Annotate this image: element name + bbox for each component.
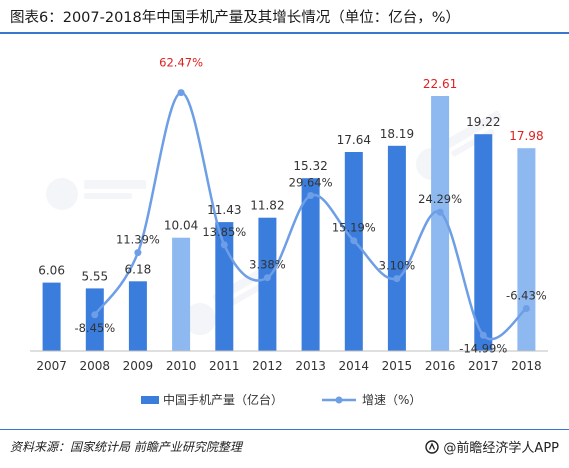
- growth-point-2014: [350, 237, 358, 245]
- legend-bar-swatch: [141, 396, 159, 404]
- bar-2018: [517, 148, 536, 351]
- bar-label-2008: 5.55: [81, 269, 108, 283]
- x-tick-2010: 2010: [166, 359, 197, 373]
- growth-label-2015: 3.10%: [379, 259, 416, 273]
- x-tick-2015: 2015: [382, 359, 413, 373]
- legend: 中国手机产量（亿台） 增速（%）: [141, 392, 421, 407]
- brand-label: @前瞻经济学人APP: [443, 441, 559, 456]
- x-tick-2011: 2011: [209, 359, 240, 373]
- bar-2017: [474, 134, 493, 351]
- x-tick-2012: 2012: [252, 359, 283, 373]
- x-tick-2008: 2008: [80, 359, 111, 373]
- growth-point-2018: [522, 305, 530, 312]
- growth-label-2010: 62.47%: [159, 56, 203, 70]
- bar-label-2012: 11.82: [250, 199, 284, 213]
- x-tick-2018: 2018: [511, 359, 542, 373]
- growth-point-2010: [177, 89, 185, 97]
- bar-label-2010: 10.04: [164, 219, 198, 233]
- growth-label-2009: 11.39%: [116, 233, 160, 247]
- title-rule: [0, 32, 569, 34]
- footer-rule: [0, 429, 569, 430]
- x-tick-2009: 2009: [123, 359, 154, 373]
- growth-label-2012: 3.38%: [249, 258, 286, 272]
- growth-point-2016: [436, 208, 444, 216]
- chart-title: 图表6：2007-2018年中国手机产量及其增长情况（单位：亿台，%）: [10, 10, 461, 26]
- growth-point-2008: [91, 311, 99, 319]
- growth-point-2013: [307, 192, 315, 199]
- bar-series: [42, 96, 536, 351]
- bar-label-2007: 6.06: [38, 264, 65, 278]
- growth-label-2017: -14.99%: [459, 341, 507, 355]
- bar-label-2011: 11.43: [207, 203, 241, 217]
- bar-2012: [258, 217, 277, 351]
- bar-label-2013: 15.32: [293, 159, 327, 173]
- chart: 6.06 5.55 6.18 10.04 11.43 11.82 15.32 17.64 18.…: [30, 56, 548, 407]
- growth-point-2015: [393, 275, 401, 283]
- bar-2009: [128, 281, 147, 351]
- growth-point-2009: [134, 249, 142, 257]
- bar-data-labels: 6.06 5.55 6.18 10.04 11.43 11.82 15.32 17.64 18.…: [38, 77, 543, 283]
- growth-label-2008: -8.45%: [74, 321, 115, 335]
- line-data-labels: -8.45% 11.39% 62.47% 13.85% 3.38% 29.64% 15.19…: [74, 56, 546, 356]
- x-tick-2014: 2014: [339, 359, 370, 373]
- x-tick-2017: 2017: [468, 359, 499, 373]
- growth-label-2016: 24.29%: [418, 192, 462, 206]
- x-tick-labels: 2007 2008 2009 2010 2011 2012 2013 2014 2015 2016…: [36, 359, 541, 373]
- x-tick-2007: 2007: [36, 359, 67, 373]
- growth-line: [93, 91, 528, 341]
- bar-2015: [387, 145, 406, 351]
- bar-2010: [172, 237, 191, 351]
- x-tick-2016: 2016: [425, 359, 456, 373]
- bar-label-2009: 6.18: [125, 262, 152, 276]
- source-note: 资料来源：国家统计局 前瞻产业研究院整理: [10, 440, 242, 454]
- x-tick-2013: 2013: [295, 359, 326, 373]
- bar-2007: [42, 282, 61, 351]
- legend-line-marker: [335, 396, 343, 404]
- growth-point-2012: [263, 274, 271, 282]
- growth-point-2011: [220, 241, 228, 249]
- bar-2008: [85, 288, 104, 351]
- bar-label-2017: 19.22: [466, 115, 500, 129]
- legend-bar-label: 中国手机产量（亿台）: [163, 392, 283, 407]
- bar-label-2016: 22.61: [423, 77, 457, 91]
- growth-points: [91, 89, 530, 339]
- bar-2013: [301, 178, 320, 351]
- bar-label-2015: 18.19: [380, 127, 414, 141]
- growth-label-2014: 15.19%: [332, 221, 376, 235]
- growth-label-2013: 29.64%: [289, 176, 333, 190]
- bar-label-2014: 17.64: [337, 133, 371, 147]
- brand: @前瞻经济学人APP: [425, 437, 559, 456]
- bar-2014: [344, 152, 363, 351]
- growth-label-2018: -6.43%: [506, 289, 547, 303]
- legend-line-label: 增速（%）: [362, 393, 421, 407]
- bar-label-2018: 17.98: [509, 129, 543, 143]
- growth-label-2011: 13.85%: [202, 225, 246, 239]
- bar-2016: [431, 96, 450, 351]
- growth-point-2017: [479, 331, 487, 339]
- brand-logo-icon: [425, 439, 440, 454]
